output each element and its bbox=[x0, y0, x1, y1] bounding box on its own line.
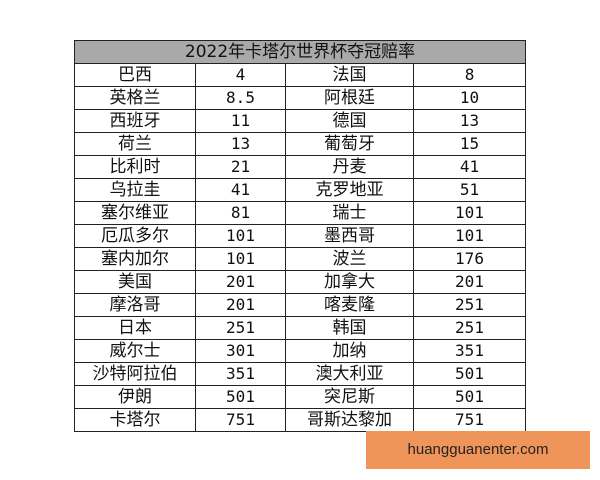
odds-cell: 351 bbox=[195, 362, 286, 386]
odds-cell: 501 bbox=[412, 362, 527, 386]
odds-cell: 13 bbox=[195, 132, 286, 156]
team-cell: 哥斯达黎加 bbox=[285, 408, 414, 432]
team-cell: 法国 bbox=[285, 63, 414, 87]
table-row: 沙特阿拉伯 351 澳大利亚 501 bbox=[74, 362, 527, 386]
odds-cell: 201 bbox=[195, 293, 286, 317]
odds-cell: 751 bbox=[195, 408, 286, 432]
table-row: 塞内加尔 101 波兰 176 bbox=[74, 247, 527, 271]
table-row: 美国 201 加拿大 201 bbox=[74, 270, 527, 294]
table-row: 比利时 21 丹麦 41 bbox=[74, 155, 527, 179]
table-row: 英格兰 8.5 阿根廷 10 bbox=[74, 86, 527, 110]
odds-cell: 101 bbox=[195, 224, 286, 248]
odds-cell: 176 bbox=[412, 247, 527, 271]
team-cell: 巴西 bbox=[74, 63, 196, 87]
table-row: 乌拉圭 41 克罗地亚 51 bbox=[74, 178, 527, 202]
odds-cell: 4 bbox=[195, 63, 286, 87]
team-cell: 乌拉圭 bbox=[74, 178, 196, 202]
team-cell: 卡塔尔 bbox=[74, 408, 196, 432]
team-cell: 葡萄牙 bbox=[285, 132, 414, 156]
team-cell: 喀麦隆 bbox=[285, 293, 414, 317]
odds-cell: 41 bbox=[195, 178, 286, 202]
odds-cell: 15 bbox=[412, 132, 527, 156]
odds-cell: 501 bbox=[195, 385, 286, 409]
odds-cell: 251 bbox=[195, 316, 286, 340]
odds-cell: 21 bbox=[195, 155, 286, 179]
odds-cell: 201 bbox=[412, 270, 527, 294]
team-cell: 英格兰 bbox=[74, 86, 196, 110]
team-cell: 丹麦 bbox=[285, 155, 414, 179]
odds-cell: 101 bbox=[412, 224, 527, 248]
table-row: 威尔士 301 加纳 351 bbox=[74, 339, 527, 363]
odds-cell: 41 bbox=[412, 155, 527, 179]
team-cell: 韩国 bbox=[285, 316, 414, 340]
table-row: 巴西 4 法国 8 bbox=[74, 63, 527, 87]
team-cell: 塞尔维亚 bbox=[74, 201, 196, 225]
table-row: 伊朗 501 突尼斯 501 bbox=[74, 385, 527, 409]
team-cell: 厄瓜多尔 bbox=[74, 224, 196, 248]
team-cell: 加拿大 bbox=[285, 270, 414, 294]
table-title: 2022年卡塔尔世界杯夺冠赔率 bbox=[73, 40, 527, 64]
team-cell: 加纳 bbox=[285, 339, 414, 363]
odds-cell: 751 bbox=[412, 408, 527, 432]
odds-cell: 81 bbox=[195, 201, 286, 225]
team-cell: 瑞士 bbox=[285, 201, 414, 225]
team-cell: 墨西哥 bbox=[285, 224, 414, 248]
team-cell: 比利时 bbox=[74, 155, 196, 179]
team-cell: 澳大利亚 bbox=[285, 362, 414, 386]
team-cell: 克罗地亚 bbox=[285, 178, 414, 202]
table-row: 卡塔尔 751 哥斯达黎加 751 bbox=[74, 408, 527, 432]
odds-cell: 13 bbox=[412, 109, 527, 133]
odds-cell: 51 bbox=[412, 178, 527, 202]
team-cell: 威尔士 bbox=[74, 339, 196, 363]
team-cell: 沙特阿拉伯 bbox=[74, 362, 196, 386]
odds-cell: 101 bbox=[195, 247, 286, 271]
odds-cell: 10 bbox=[412, 86, 527, 110]
odds-cell: 251 bbox=[412, 293, 527, 317]
team-cell: 突尼斯 bbox=[285, 385, 414, 409]
table-row: 摩洛哥 201 喀麦隆 251 bbox=[74, 293, 527, 317]
team-cell: 波兰 bbox=[285, 247, 414, 271]
odds-cell: 501 bbox=[412, 385, 527, 409]
watermark: huangguanenter.com bbox=[366, 431, 590, 469]
team-cell: 日本 bbox=[74, 316, 196, 340]
odds-cell: 351 bbox=[412, 339, 527, 363]
table-row: 西班牙 11 德国 13 bbox=[74, 109, 527, 133]
table-row: 日本 251 韩国 251 bbox=[74, 316, 527, 340]
odds-cell: 301 bbox=[195, 339, 286, 363]
team-cell: 摩洛哥 bbox=[74, 293, 196, 317]
odds-table: 2022年卡塔尔世界杯夺冠赔率 巴西 4 法国 8 英格兰 8.5 阿根廷 10 西班牙 11 德国… bbox=[73, 40, 527, 432]
table-row: 厄瓜多尔 101 墨西哥 101 bbox=[74, 224, 527, 248]
team-cell: 伊朗 bbox=[74, 385, 196, 409]
team-cell: 美国 bbox=[74, 270, 196, 294]
team-cell: 德国 bbox=[285, 109, 414, 133]
odds-cell: 251 bbox=[412, 316, 527, 340]
table-row: 荷兰 13 葡萄牙 15 bbox=[74, 132, 527, 156]
odds-cell: 11 bbox=[195, 109, 286, 133]
odds-cell: 8 bbox=[412, 63, 527, 87]
table-row: 塞尔维亚 81 瑞士 101 bbox=[74, 201, 527, 225]
team-cell: 荷兰 bbox=[74, 132, 196, 156]
team-cell: 阿根廷 bbox=[285, 86, 414, 110]
team-cell: 塞内加尔 bbox=[74, 247, 196, 271]
odds-cell: 101 bbox=[412, 201, 527, 225]
team-cell: 西班牙 bbox=[74, 109, 196, 133]
odds-cell: 201 bbox=[195, 270, 286, 294]
odds-cell: 8.5 bbox=[195, 86, 286, 110]
